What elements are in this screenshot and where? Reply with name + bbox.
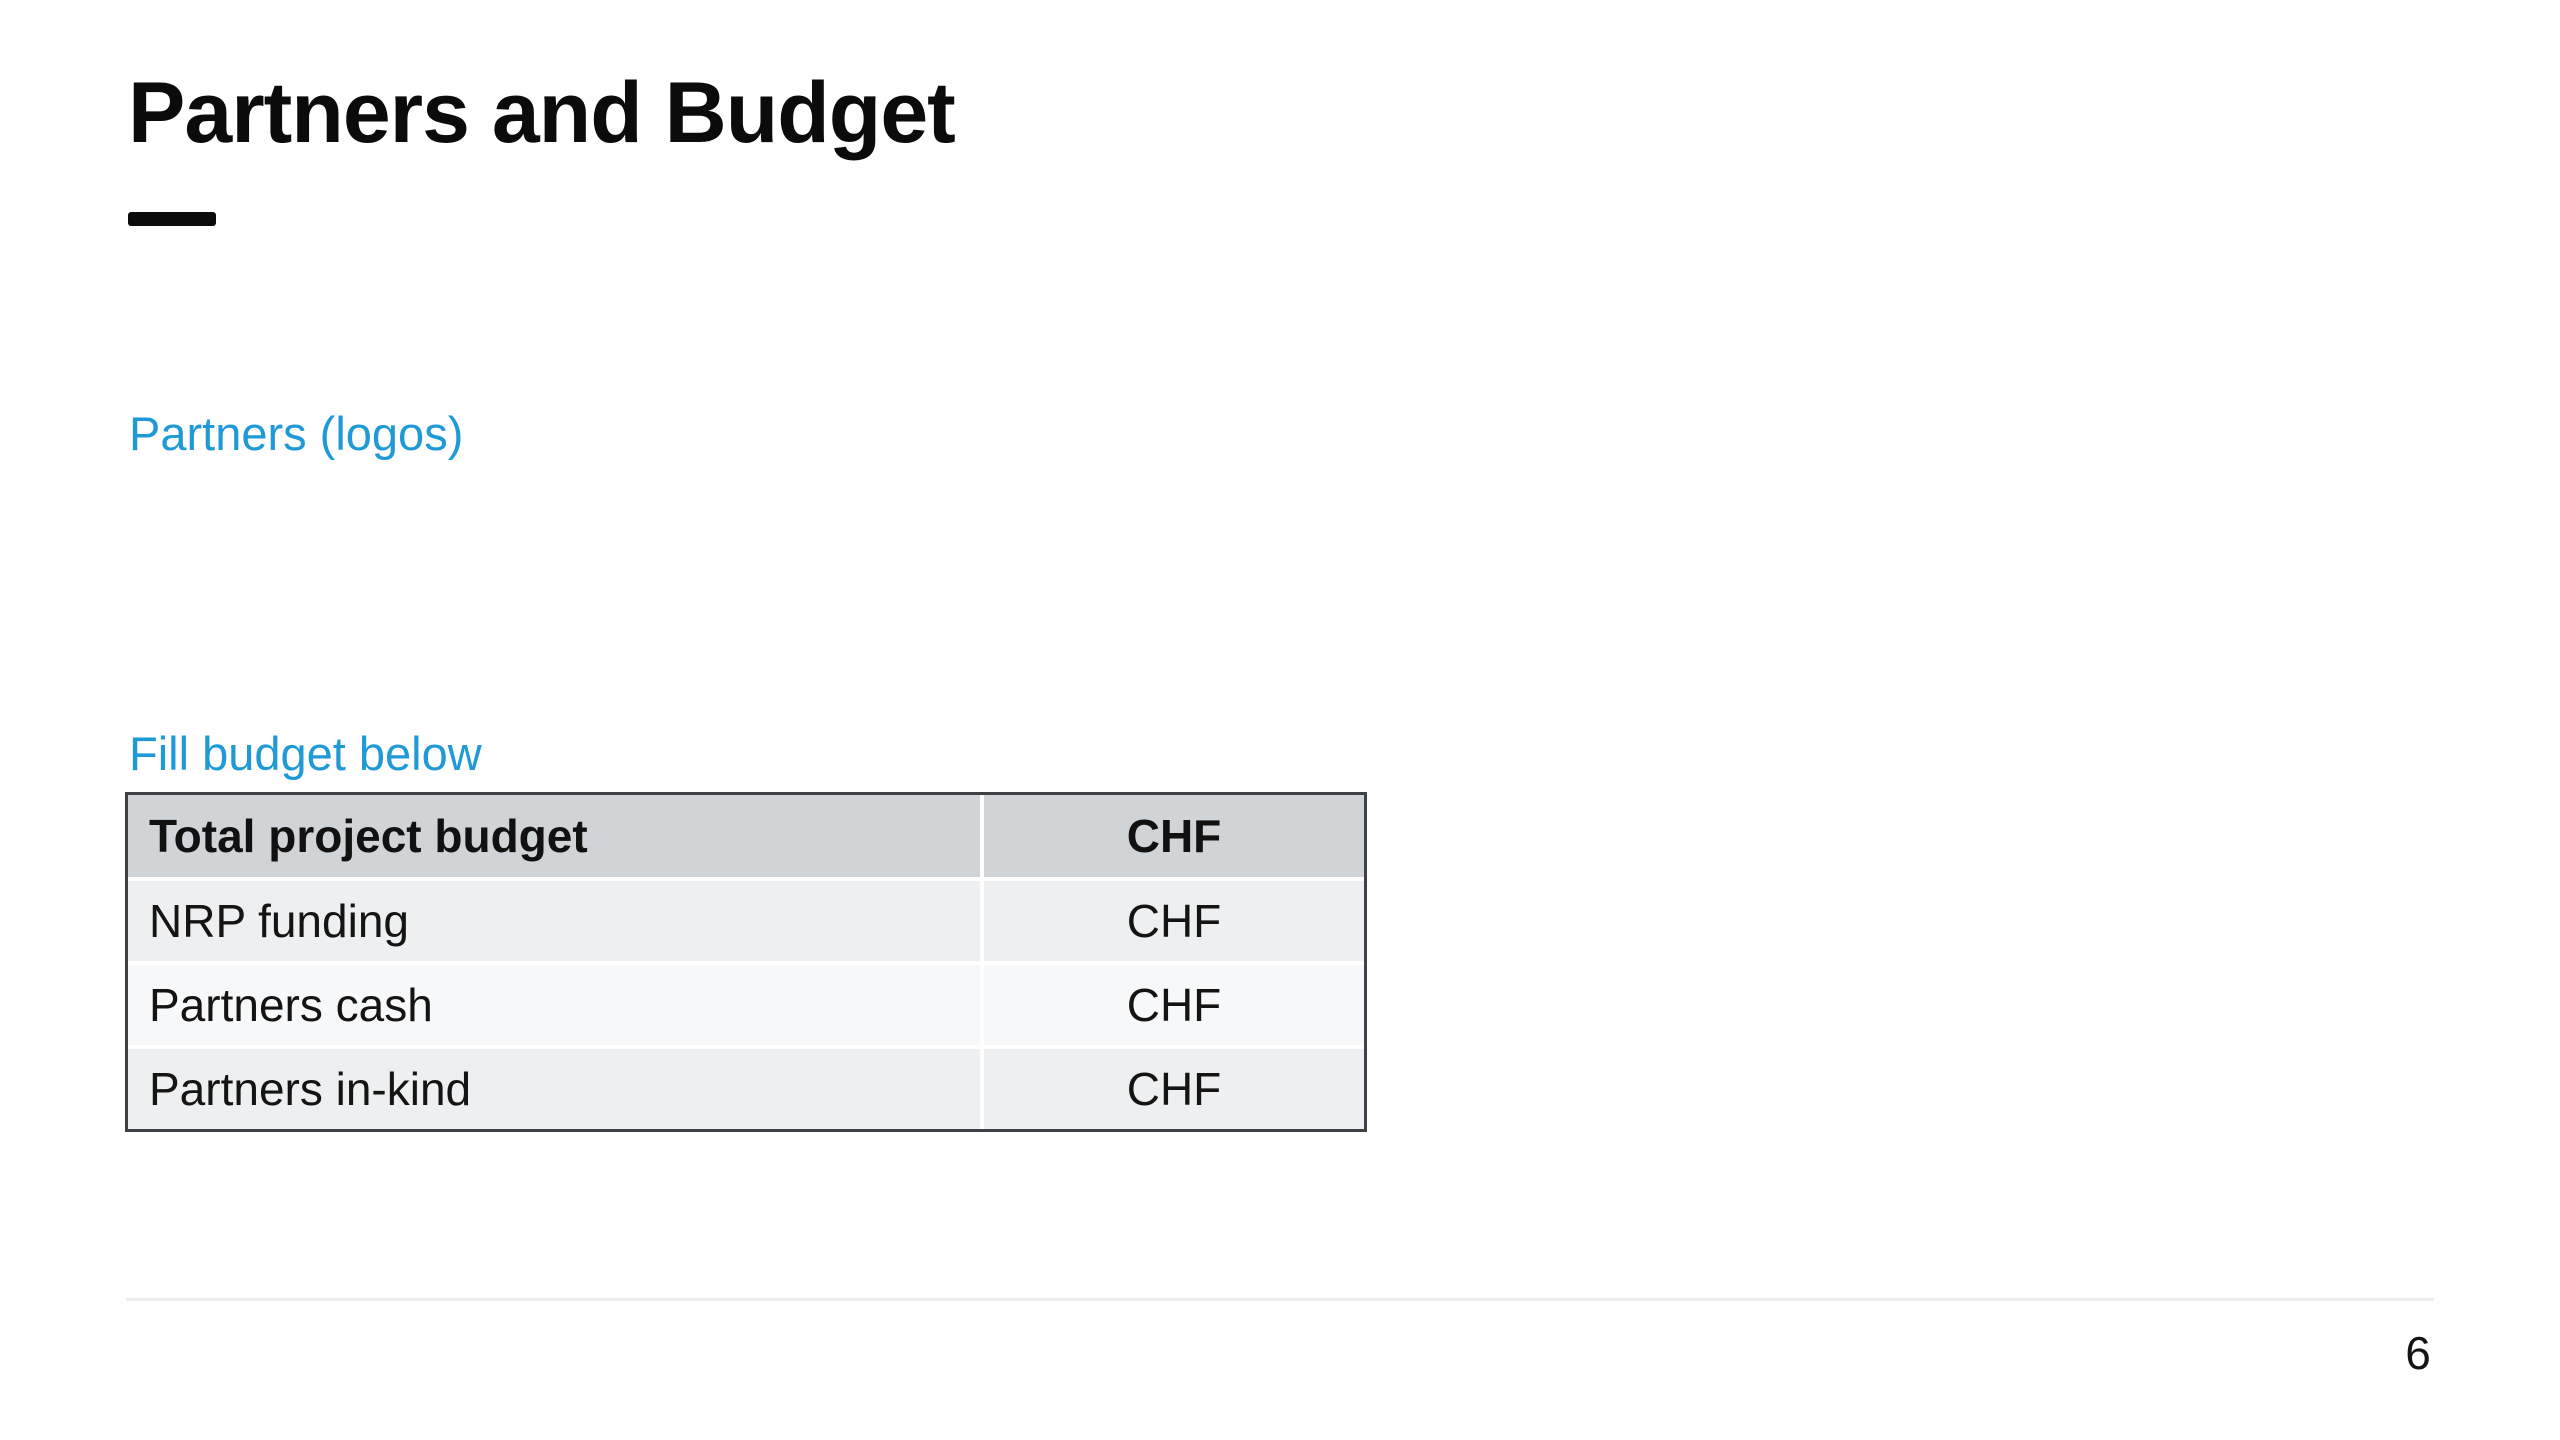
row-value-partners-in-kind[interactable]: CHF <box>980 1045 1364 1129</box>
row-value-nrp-funding[interactable]: CHF <box>980 877 1364 961</box>
budget-table-header-currency: CHF <box>980 795 1364 877</box>
budget-table-header-row: Total project budget CHF <box>128 795 1364 877</box>
budget-table-header-label: Total project budget <box>128 795 980 877</box>
footer-divider-line <box>126 1298 2434 1301</box>
row-label-partners-cash: Partners cash <box>128 961 980 1045</box>
partners-logos-placeholder: Partners (logos) <box>129 407 464 460</box>
page-title: Partners and Budget <box>128 65 956 161</box>
table-row-partners-cash: Partners cash CHF <box>128 961 1364 1045</box>
fill-budget-instruction: Fill budget below <box>129 727 482 780</box>
row-label-partners-in-kind: Partners in-kind <box>128 1045 980 1129</box>
table-row-partners-in-kind: Partners in-kind CHF <box>128 1045 1364 1129</box>
page-number: 6 <box>2405 1327 2431 1379</box>
row-label-nrp-funding: NRP funding <box>128 877 980 961</box>
row-value-partners-cash[interactable]: CHF <box>980 961 1364 1045</box>
title-underline-dash <box>128 212 216 226</box>
budget-table: Total project budget CHF NRP funding CHF… <box>125 792 1367 1132</box>
table-row-nrp-funding: NRP funding CHF <box>128 877 1364 961</box>
